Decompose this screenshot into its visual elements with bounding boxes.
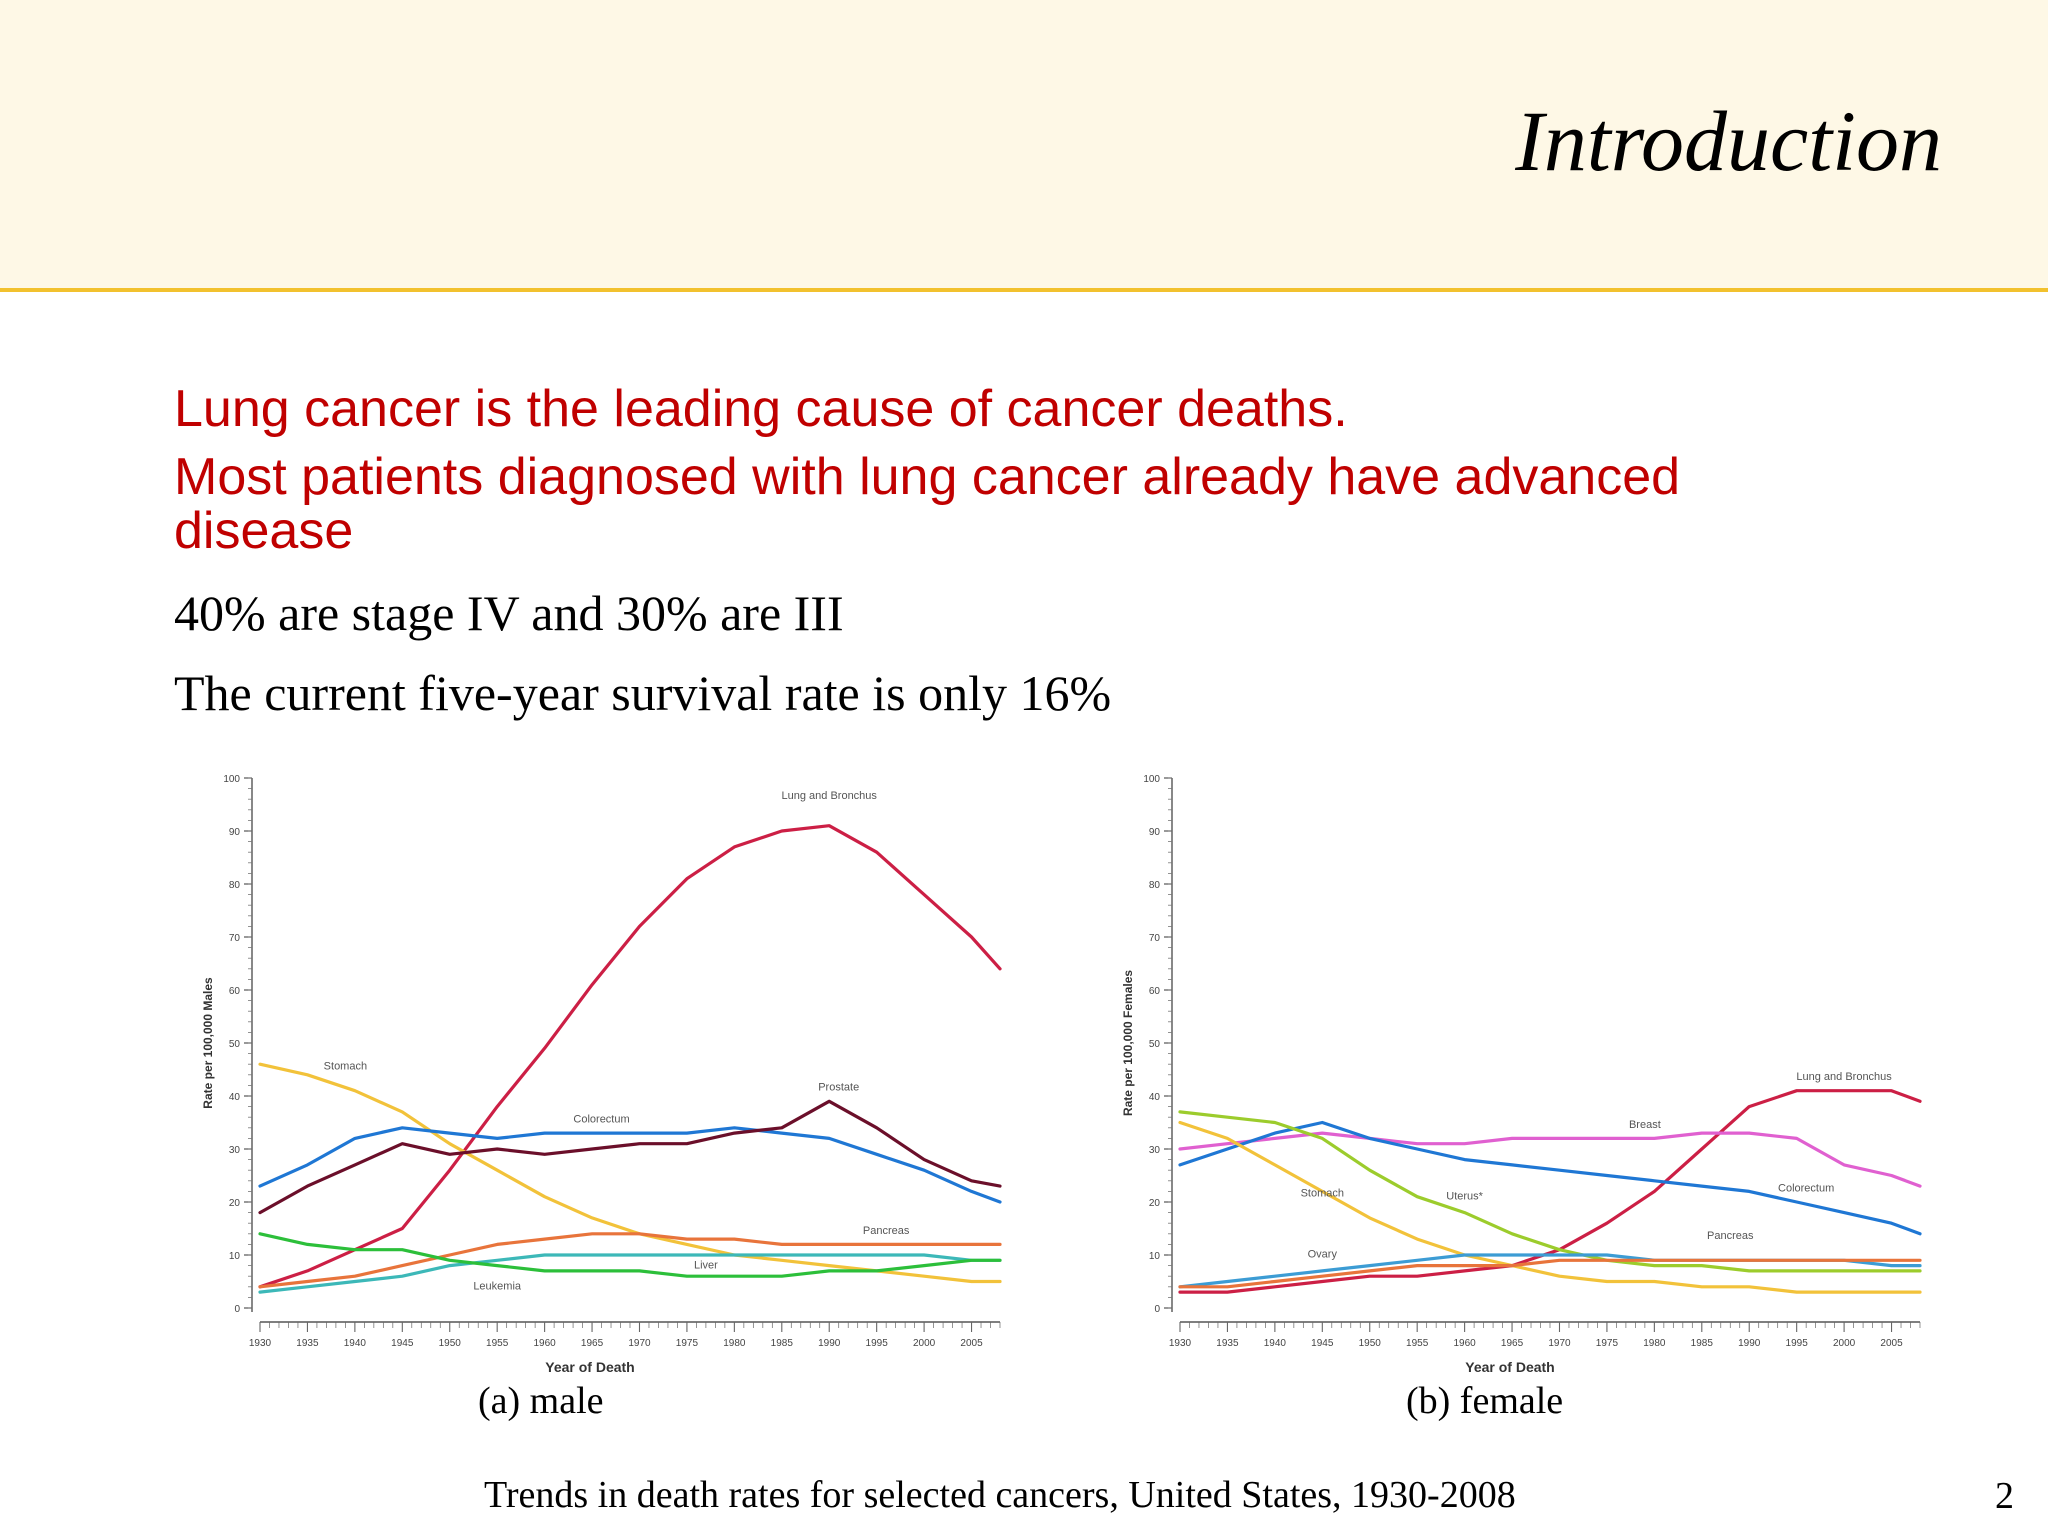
x-tick-label: 1945 bbox=[391, 1338, 414, 1349]
x-tick-label: 1970 bbox=[1548, 1338, 1571, 1349]
y-tick-label: 80 bbox=[1149, 880, 1161, 891]
bullet-advanced-disease-line2: disease bbox=[174, 502, 354, 560]
x-tick-label: 1940 bbox=[344, 1338, 367, 1349]
y-tick-label: 100 bbox=[223, 774, 240, 785]
series-line-lung-and-bronchus bbox=[258, 824, 1002, 1289]
x-tick-label: 2005 bbox=[960, 1338, 983, 1349]
x-tick-label: 1955 bbox=[1406, 1338, 1429, 1349]
y-tick-label: 0 bbox=[1154, 1304, 1160, 1315]
header-band bbox=[0, 0, 2048, 292]
y-tick-label: 50 bbox=[229, 1039, 241, 1050]
series-line-stomach bbox=[1178, 1120, 1922, 1294]
y-tick-label: 10 bbox=[229, 1251, 241, 1262]
y-tick-label: 50 bbox=[1149, 1039, 1161, 1050]
x-tick-label: 1945 bbox=[1311, 1338, 1334, 1349]
series-label: Prostate bbox=[818, 1082, 859, 1094]
series-line-pancreas bbox=[1178, 1258, 1922, 1289]
x-tick-label: 1935 bbox=[296, 1338, 319, 1349]
series-line-prostate bbox=[258, 1099, 1002, 1215]
x-tick-label: 1930 bbox=[249, 1338, 272, 1349]
y-tick-label: 40 bbox=[1149, 1092, 1161, 1103]
series-label: Ovary bbox=[1308, 1249, 1338, 1261]
y-tick-label: 40 bbox=[229, 1092, 241, 1103]
x-tick-label: 1990 bbox=[1738, 1338, 1761, 1349]
series-line-colorectum bbox=[258, 1126, 1002, 1204]
y-tick-label: 80 bbox=[229, 880, 241, 891]
x-tick-label: 1955 bbox=[486, 1338, 509, 1349]
male-death-rate-chart: 0 10 20 30 40 50 60 70 80 90 100 1930 1935 1940 1945 19… bbox=[201, 774, 1002, 1375]
x-tick-label: 1950 bbox=[439, 1338, 462, 1349]
y-tick-label: 60 bbox=[1149, 986, 1161, 997]
series-label: Lung and Bronchus bbox=[782, 790, 878, 802]
series-label: Lung and Bronchus bbox=[1796, 1071, 1892, 1083]
page-number: 2 bbox=[1995, 1475, 2014, 1517]
slide-title: Introduction bbox=[1515, 93, 1942, 189]
bullet-lung-cancer-leading: Lung cancer is the leading cause of canc… bbox=[174, 380, 1348, 438]
series-line-leukemia bbox=[258, 1232, 1002, 1278]
y-tick-label: 100 bbox=[1143, 774, 1160, 785]
x-tick-label: 1975 bbox=[676, 1338, 699, 1349]
y-tick-label: 20 bbox=[1149, 1198, 1161, 1209]
caption-female: (b) female bbox=[1406, 1380, 1564, 1422]
x-tick-label: 1960 bbox=[533, 1338, 556, 1349]
y-tick-label: 90 bbox=[229, 827, 241, 838]
y-tick-label: 10 bbox=[1149, 1251, 1161, 1262]
x-tick-label: 1960 bbox=[1453, 1338, 1476, 1349]
series-line-pancreas bbox=[258, 1232, 1002, 1289]
caption-male: (a) male bbox=[478, 1380, 604, 1422]
series-line-liver bbox=[258, 1253, 1002, 1294]
x-tick-label: 1995 bbox=[866, 1338, 889, 1349]
y-tick-label: 60 bbox=[229, 986, 241, 997]
x-tick-label: 2000 bbox=[913, 1338, 936, 1349]
x-tick-label: 1965 bbox=[581, 1338, 604, 1349]
x-tick-label: 1950 bbox=[1359, 1338, 1382, 1349]
series-line-breast bbox=[1178, 1131, 1922, 1188]
x-tick-label: 1995 bbox=[1786, 1338, 1809, 1349]
x-axis-label: Year of Death bbox=[545, 1359, 634, 1375]
x-axis-label: Year of Death bbox=[1465, 1359, 1554, 1375]
x-tick-label: 1980 bbox=[1643, 1338, 1666, 1349]
y-tick-label: 0 bbox=[234, 1304, 240, 1315]
y-tick-label: 70 bbox=[229, 933, 241, 944]
y-tick-label: 20 bbox=[229, 1198, 241, 1209]
series-line-colorectum bbox=[1178, 1120, 1922, 1236]
x-tick-label: 1980 bbox=[723, 1338, 746, 1349]
x-tick-label: 1970 bbox=[628, 1338, 651, 1349]
x-tick-label: 2000 bbox=[1833, 1338, 1856, 1349]
series-label: Breast bbox=[1629, 1119, 1661, 1131]
series-line-uterus bbox=[1178, 1110, 1922, 1273]
series-label: Liver bbox=[694, 1259, 718, 1271]
bullet-stage-stats: 40% are stage IV and 30% are III bbox=[174, 585, 844, 641]
series-label: Leukemia bbox=[473, 1280, 522, 1292]
series-label: Stomach bbox=[324, 1061, 367, 1073]
y-tick-label: 90 bbox=[1149, 827, 1161, 838]
series-label: Pancreas bbox=[863, 1225, 910, 1237]
y-tick-label: 30 bbox=[229, 1145, 241, 1156]
female-death-rate-chart: 0 10 20 30 40 50 60 70 80 90 100 1930 1935 1940 1945 19… bbox=[1121, 774, 1922, 1375]
series-label: Pancreas bbox=[1707, 1230, 1754, 1242]
x-tick-label: 1935 bbox=[1216, 1338, 1239, 1349]
series-label: Colorectum bbox=[1778, 1182, 1834, 1194]
series-label: Colorectum bbox=[573, 1114, 629, 1126]
series-label: Uterus* bbox=[1446, 1190, 1483, 1202]
series-label: Stomach bbox=[1301, 1188, 1344, 1200]
y-axis-label: Rate per 100,000 Females bbox=[1121, 970, 1135, 1116]
y-tick-label: 30 bbox=[1149, 1145, 1161, 1156]
x-tick-label: 1985 bbox=[771, 1338, 794, 1349]
x-tick-label: 1975 bbox=[1596, 1338, 1619, 1349]
y-axis-label: Rate per 100,000 Males bbox=[201, 977, 215, 1109]
bullet-advanced-disease-line1: Most patients diagnosed with lung cancer… bbox=[174, 448, 1681, 506]
x-tick-label: 1940 bbox=[1264, 1338, 1287, 1349]
x-tick-label: 2005 bbox=[1880, 1338, 1903, 1349]
x-tick-label: 1930 bbox=[1169, 1338, 1192, 1349]
x-tick-label: 1965 bbox=[1501, 1338, 1524, 1349]
figure-caption: Trends in death rates for selected cance… bbox=[484, 1474, 1516, 1516]
x-tick-label: 1985 bbox=[1691, 1338, 1714, 1349]
bullet-survival-rate: The current five-year survival rate is o… bbox=[174, 665, 1112, 721]
x-tick-label: 1990 bbox=[818, 1338, 841, 1349]
y-tick-label: 70 bbox=[1149, 933, 1161, 944]
